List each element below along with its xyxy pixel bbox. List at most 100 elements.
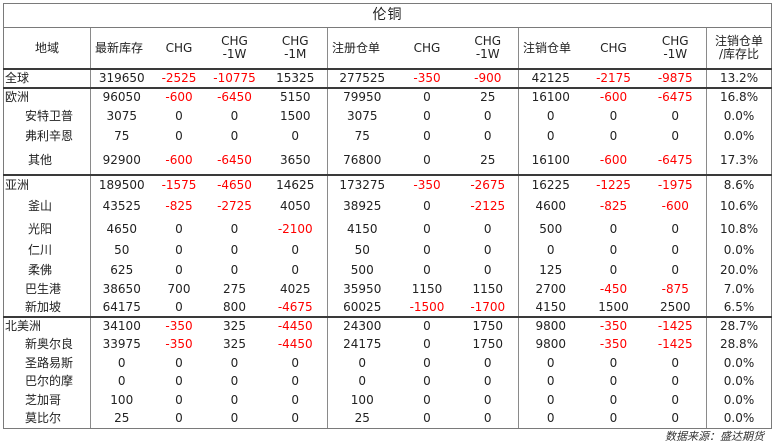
- cell-latest-stock: 92900: [102, 153, 141, 167]
- cell-chg-1m: -4450: [263, 316, 328, 335]
- cell-cancel-stock-ratio: 8.6%: [706, 174, 773, 195]
- cell-latest-stock: 0: [117, 355, 126, 370]
- cell-chg: 0: [175, 129, 183, 143]
- cell-cancelled-warrants: 16100: [518, 87, 583, 106]
- table-row: 柔佛 625 0 0 0 500 0 0 125 0 0 20.0%: [3, 260, 773, 280]
- cell-chg-1w: -4650: [205, 174, 264, 195]
- header-cancelled-warrants: 注销仓单: [518, 27, 583, 70]
- cell-cancel-stock-ratio: 0.0%: [706, 372, 773, 391]
- cell-can-chg: 0: [609, 129, 618, 143]
- cell-chg-1w: -6450: [217, 153, 252, 167]
- cell-can-chg-1w: 0: [644, 354, 707, 372]
- row-label: 新奥尔良: [3, 335, 91, 354]
- table-row: 巴生港 38650 700 275 4025 35950 1150 1150 2700 -450 -…: [3, 280, 773, 299]
- cell-latest-stock: 189500: [90, 174, 153, 195]
- cell-can-chg-1w: -600: [644, 195, 707, 218]
- cell-reg-chg: 0: [423, 221, 431, 236]
- cell-cancelled-warrants: 9800: [535, 337, 567, 351]
- cell-reg-chg: 0: [423, 199, 431, 213]
- table-row: 其他 92900 -600 -6450 3650 76800 0 25 16100 -600 -64…: [3, 147, 773, 175]
- row-label: 芝加哥: [3, 391, 91, 409]
- cell-can-chg: -2175: [596, 71, 631, 85]
- cell-cancel-stock-ratio: 0.0%: [706, 409, 773, 429]
- table-row: 仁川 50 0 0 0 50 0 0 0 0 0 0.0%: [3, 240, 773, 260]
- row-label: 釜山: [3, 195, 91, 218]
- table-row: 巴尔的摩 0 0 0 0 0 0 0 0 0 0 0.0%: [3, 372, 773, 391]
- cell-reg-chg: 1150: [411, 282, 443, 296]
- cell-chg-1m: 0: [263, 372, 328, 391]
- cell-latest-stock: 100: [110, 392, 134, 407]
- cell-reg-chg-1w: 0: [457, 354, 519, 372]
- cell-chg-1w: 800: [223, 300, 246, 314]
- cell-reg-chg: 0: [396, 87, 458, 106]
- cell-chg: -350: [152, 316, 206, 335]
- cell-cancel-stock-ratio: 20.0%: [706, 260, 773, 280]
- cell-chg-1w: 0: [230, 392, 239, 407]
- table-row: 弗利辛恩 75 0 0 0 75 0 0 0 0 0 0.0%: [3, 126, 773, 147]
- cell-reg-chg-1w: 0: [457, 260, 519, 280]
- cell-reg-chg: 0: [423, 337, 431, 351]
- cell-chg-1w: 0: [230, 108, 239, 123]
- cell-cancelled-warrants: 0: [546, 355, 555, 370]
- cell-latest-stock: 38650: [102, 282, 141, 296]
- cell-can-chg-1w: -6475: [644, 147, 707, 175]
- cell-can-chg: 0: [609, 242, 618, 257]
- cell-cancelled-warrants: 125: [539, 262, 563, 277]
- cell-chg-1w: -2725: [217, 199, 252, 213]
- cell-registered-warrants: 76800: [343, 153, 382, 167]
- cell-reg-chg-1w: 0: [457, 218, 519, 240]
- cell-registered-warrants: 500: [350, 262, 374, 277]
- header-reg-chg: CHG: [396, 27, 458, 70]
- row-label: 巴尔的摩: [3, 372, 91, 391]
- cell-latest-stock: 43525: [102, 199, 141, 213]
- header-cancel-stock-ratio: 注销仓单 /库存比: [706, 27, 773, 70]
- cell-chg-1m: 15325: [263, 69, 328, 88]
- cell-reg-chg: 0: [423, 129, 431, 143]
- cell-can-chg-1w: 0: [644, 106, 707, 126]
- cell-reg-chg: -350: [413, 71, 441, 85]
- header-chg: CHG: [152, 27, 206, 70]
- cell-reg-chg: 0: [423, 392, 431, 407]
- cell-cancelled-warrants: 2700: [535, 282, 567, 296]
- row-label: 安特卫普: [3, 106, 91, 126]
- cell-can-chg: 0: [609, 374, 618, 388]
- cell-registered-warrants: 24300: [327, 316, 397, 335]
- cell-chg: 0: [175, 108, 183, 123]
- cell-chg-1w: 0: [230, 262, 239, 277]
- cell-registered-warrants: 60025: [343, 300, 382, 314]
- cell-chg-1m: 4050: [263, 195, 328, 218]
- row-label: 新加坡: [3, 299, 91, 317]
- cell-cancelled-warrants: 0: [546, 108, 555, 123]
- cell-chg: 0: [175, 355, 183, 370]
- table-row: 全球 319650 -2525 -10775 15325 277525 -350 -900 42…: [3, 69, 773, 88]
- cell-can-chg: -600: [582, 87, 645, 106]
- header-registered-warrants: 注册仓单: [327, 27, 397, 70]
- data-source-footer: 数据来源：盛达期货: [665, 430, 764, 443]
- cell-chg-1w: 0: [230, 374, 239, 388]
- cell-reg-chg: -350: [396, 174, 458, 195]
- cell-can-chg: -450: [599, 282, 628, 296]
- cell-cancel-stock-ratio: 6.5%: [706, 299, 773, 317]
- cell-reg-chg: 0: [423, 355, 431, 370]
- cell-chg-1m: 1500: [263, 106, 328, 126]
- row-label: 光阳: [3, 218, 91, 240]
- cell-can-chg: 1500: [598, 300, 629, 314]
- cell-reg-chg: -1500: [409, 300, 445, 314]
- cell-reg-chg-1w: -900: [457, 69, 519, 88]
- cell-chg-1m: 0: [263, 260, 328, 280]
- cell-registered-warrants: 24175: [343, 337, 382, 351]
- cell-can-chg-1w: -1425: [644, 335, 707, 354]
- cell-chg: 0: [175, 242, 183, 257]
- cell-chg: 0: [152, 409, 206, 429]
- cell-latest-stock: 625: [110, 262, 134, 277]
- cell-latest-stock: 64175: [102, 300, 141, 314]
- cell-can-chg: -600: [599, 153, 628, 167]
- cell-latest-stock: 50: [114, 242, 130, 257]
- cell-can-chg-1w: 2500: [644, 299, 707, 317]
- cell-registered-warrants: 3075: [346, 108, 378, 123]
- cell-cancelled-warrants: 0: [546, 242, 555, 257]
- cell-cancelled-warrants: 42125: [531, 71, 570, 85]
- cell-latest-stock: 319650: [98, 71, 145, 85]
- cell-can-chg-1w: 0: [644, 409, 707, 429]
